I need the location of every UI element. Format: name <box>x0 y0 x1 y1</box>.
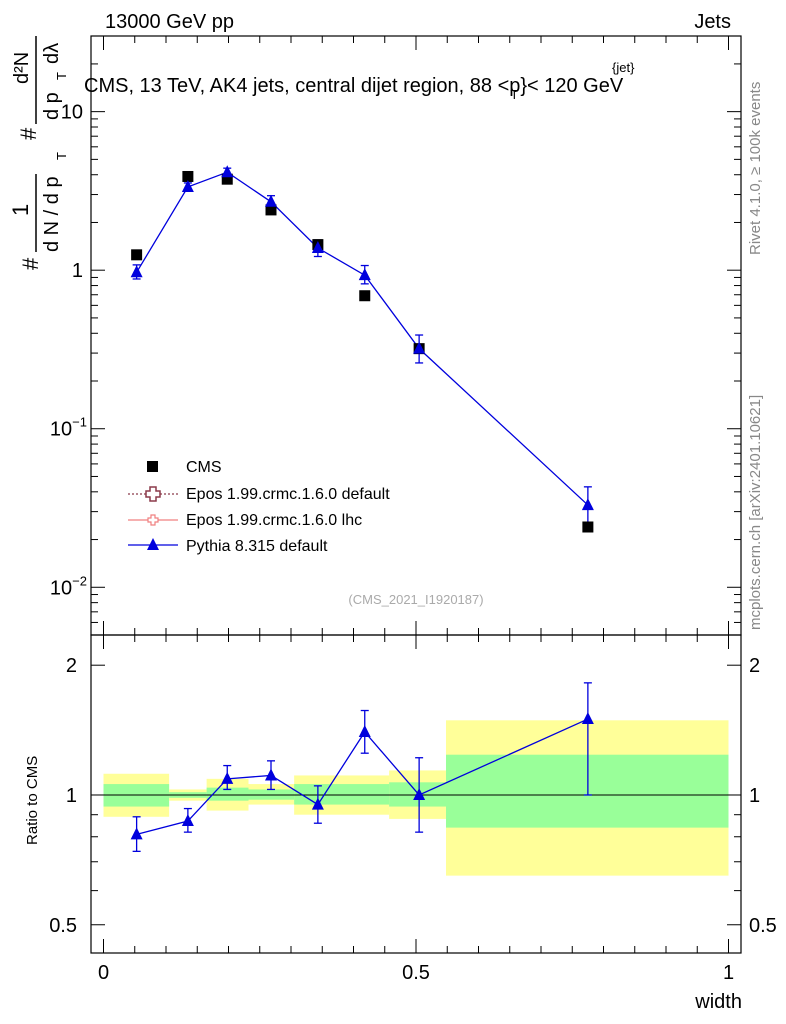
ratio-band-green <box>341 784 390 805</box>
legend-marker-epos-default <box>145 486 161 502</box>
tick-base: 10 <box>50 577 72 599</box>
legend-label-pythia: Pythia 8.315 default <box>186 538 328 555</box>
pythia-ratio-marker <box>130 827 143 840</box>
ylabel-dpt-sub: T <box>54 72 69 80</box>
ratio-xtick-label: 1 <box>723 962 734 984</box>
legend-marker-pythia <box>147 538 159 550</box>
pythia-ratio-marker <box>221 771 234 784</box>
pythia-ratio-line <box>136 718 589 836</box>
tick-exponent: −2 <box>72 573 87 588</box>
pythia-ratio-marker <box>358 724 371 737</box>
pythia-main-marker <box>581 498 594 511</box>
legend-marker-epos-lhc <box>147 514 159 526</box>
pythia-main-marker <box>358 268 371 281</box>
plot-title-tail: }< 120 GeV <box>520 75 624 97</box>
pythia-ratio-marker <box>181 814 194 827</box>
main-ytick-label: 10 <box>61 102 83 124</box>
plot-title-sub: T <box>510 87 518 102</box>
cms-data-point <box>131 249 143 261</box>
ylabel-hash-mid: # <box>16 127 41 140</box>
cms-data-point <box>182 170 194 182</box>
ylabel-dn-dpt: d N / d p <box>41 176 63 252</box>
ratio-ylabel: Ratio to CMS <box>24 756 41 845</box>
main-ytick-label: 1 <box>72 260 83 282</box>
pythia-main-line <box>136 171 589 506</box>
main-ytick-label: 10−1 <box>50 415 87 441</box>
ratio-axis-ticks: 0.5 0.5 1 1 2 2 0 0.5 1 <box>49 635 777 984</box>
ylabel-d2n: d²N <box>11 52 33 84</box>
ratio-ytick-label-right: 1 <box>749 785 760 807</box>
ylabel-dn-dpt-sub: T <box>54 152 69 160</box>
ratio-xlabel: width <box>694 991 742 1013</box>
main-ylabel: # 1 d N / d p T # d²N d p T dλ <box>8 36 69 270</box>
legend: CMS Epos 1.99.crmc.1.6.0 default Epos 1.… <box>128 459 390 555</box>
ratio-ytick-label-left: 0.5 <box>49 915 77 937</box>
tick-exponent: −1 <box>72 415 87 430</box>
pythia-ratio-marker <box>413 787 426 800</box>
ylabel-dpt: d p <box>41 92 63 120</box>
ratio-bands <box>91 720 741 876</box>
category-label: Jets <box>694 11 731 33</box>
ylabel-hash-left: # <box>18 257 43 270</box>
pythia-main-marker <box>130 265 143 278</box>
ratio-xtick-label: 0 <box>98 962 109 984</box>
legend-marker-cms <box>147 461 158 472</box>
ratio-band-green <box>206 787 249 801</box>
pythia-ratio-marker <box>265 768 277 781</box>
ratio-xtick-label: 0.5 <box>402 962 430 984</box>
main-series <box>130 165 594 533</box>
rivet-label: Rivet 4.1.0, ≥ 100k events <box>747 82 764 255</box>
pythia-main-marker <box>181 179 194 192</box>
pythia-main-marker <box>265 194 277 207</box>
energy-label: 13000 GeV pp <box>105 11 234 33</box>
plot-title-sup: {jet} <box>612 60 635 75</box>
analysis-id: (CMS_2021_I1920187) <box>348 592 483 607</box>
legend-label-epos-lhc: Epos 1.99.crmc.1.6.0 lhc <box>186 512 362 529</box>
cms-data-point <box>582 521 594 533</box>
pythia-main-marker <box>221 165 234 178</box>
pythia-ratio-marker <box>581 712 594 725</box>
legend-label-epos-default: Epos 1.99.crmc.1.6.0 default <box>186 486 390 503</box>
ratio-ytick-label-left: 2 <box>66 655 77 677</box>
ratio-series <box>130 682 594 853</box>
pythia-main-marker <box>413 341 426 354</box>
pythia-ratio-marker <box>311 797 324 810</box>
ratio-ytick-label-left: 1 <box>66 785 77 807</box>
plot-title-main: CMS, 13 TeV, AK4 jets, central dijet reg… <box>84 75 520 97</box>
tick-base: 10 <box>50 419 72 441</box>
pythia-main-marker <box>311 241 324 254</box>
cms-data-point <box>265 204 277 216</box>
mcplots-label: mcplots.cern.ch [arXiv:2401.10621] <box>747 395 764 630</box>
legend-label-cms: CMS <box>186 459 222 476</box>
plot-title: CMS, 13 TeV, AK4 jets, central dijet reg… <box>84 75 624 102</box>
ratio-ytick-label-right: 0.5 <box>749 915 777 937</box>
ratio-ytick-label-right: 2 <box>749 655 760 677</box>
ylabel-dlambda: dλ <box>41 43 63 64</box>
main-ytick-label: 10−2 <box>50 573 87 599</box>
ylabel-one: 1 <box>8 204 33 216</box>
cms-data-point <box>359 290 371 302</box>
cms-data-point <box>221 173 233 185</box>
